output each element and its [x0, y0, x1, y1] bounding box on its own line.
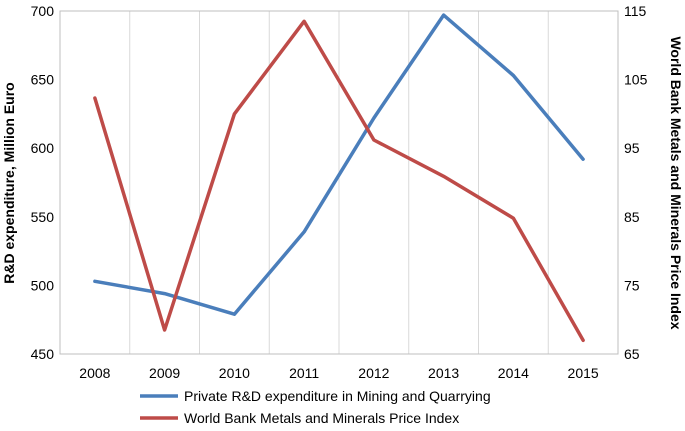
x-tick-label-2011: 2011 [289, 365, 319, 381]
x-tick-label-2008: 2008 [79, 365, 110, 381]
x-tick-label-2014: 2014 [498, 365, 529, 381]
left-y-tick-label-550: 550 [31, 209, 55, 225]
left-y-axis-tick-labels: 450 500 550 600 650 700 [31, 3, 55, 362]
right-y-axis-tick-labels: 65 75 85 95 105 115 [624, 3, 648, 362]
x-tick-label-2015: 2015 [568, 365, 599, 381]
series-lines [93, 13, 585, 343]
left-y-tick-label-700: 700 [31, 3, 55, 19]
series-line-2 [93, 19, 585, 343]
right-y-tick-label-65: 65 [624, 346, 640, 362]
right-y-tick-label-105: 105 [624, 72, 648, 88]
left-y-tick-label-600: 600 [31, 140, 55, 156]
right-y-tick-label-75: 75 [624, 277, 640, 293]
x-tick-label-2013: 2013 [428, 365, 459, 381]
legend: Private R&D expenditure in Mining and Qu… [140, 388, 491, 426]
right-y-tick-label-115: 115 [624, 3, 647, 19]
plot-area-border [59, 10, 619, 355]
x-tick-label-2012: 2012 [358, 365, 389, 381]
left-y-tick-label-650: 650 [31, 72, 55, 88]
left-y-tick-label-500: 500 [31, 277, 55, 293]
left-y-tick-label-450: 450 [31, 346, 55, 362]
x-tick-label-2009: 2009 [149, 365, 180, 381]
legend-label-2: World Bank Metals and Minerals Price Ind… [184, 410, 459, 426]
right-y-axis-title: World Bank Metals and Minerals Price Ind… [668, 36, 684, 329]
x-axis-tick-labels: 2008 2009 2010 2011 2012 2013 2014 2015 [79, 365, 599, 381]
right-y-tick-label-95: 95 [624, 140, 640, 156]
legend-label-1: Private R&D expenditure in Mining and Qu… [184, 388, 491, 404]
right-y-tick-label-85: 85 [624, 209, 640, 225]
left-y-axis-title: R&D expenditure, Million Euro [1, 82, 17, 283]
x-tick-label-2010: 2010 [219, 365, 250, 381]
plot-frame [59, 10, 619, 355]
